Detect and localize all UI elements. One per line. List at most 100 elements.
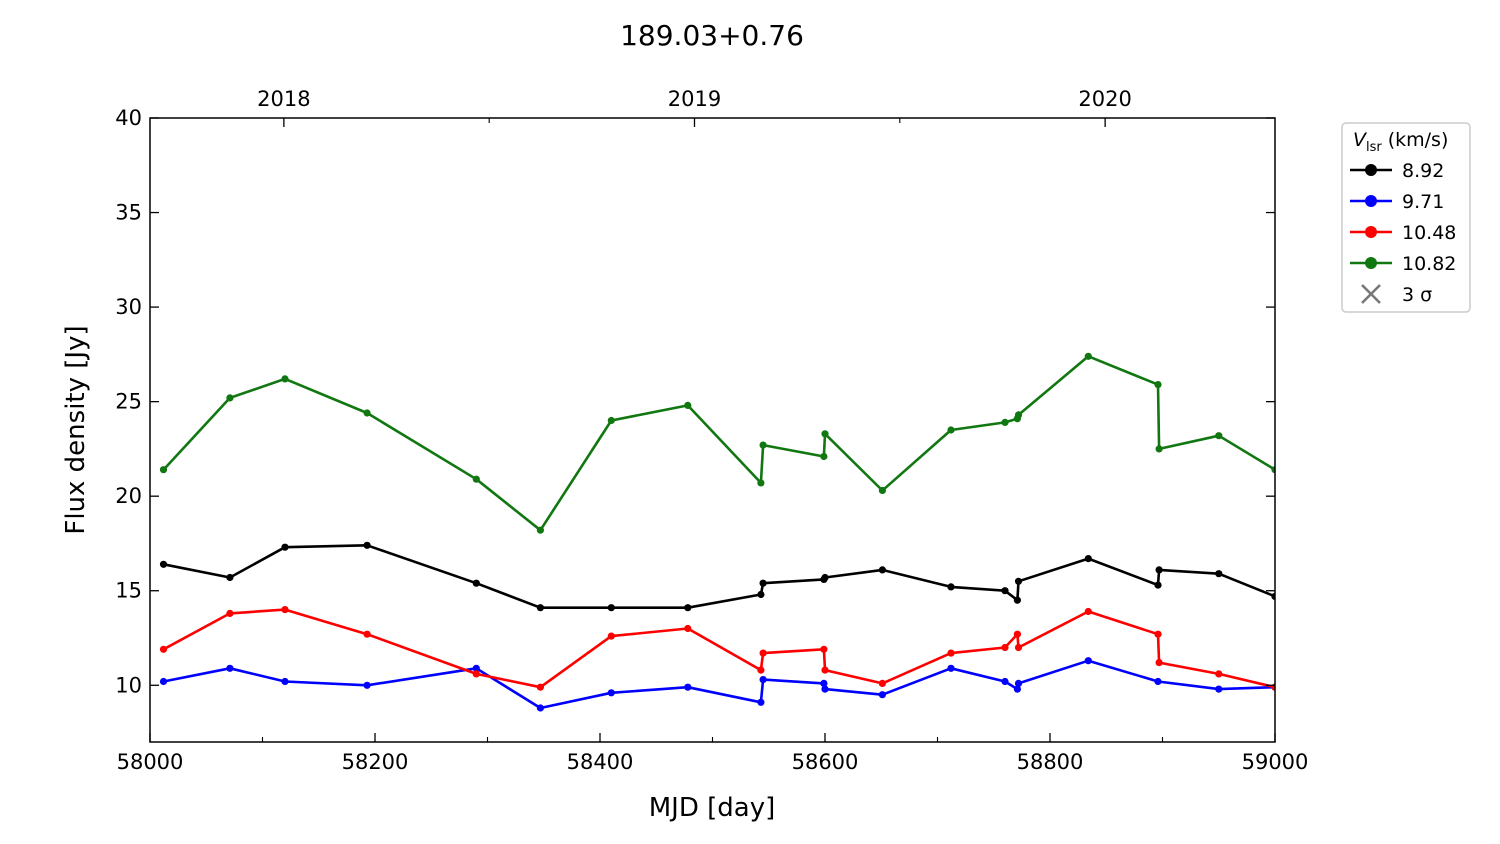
data-point	[759, 579, 767, 587]
data-point	[821, 685, 829, 693]
data-point	[684, 683, 692, 691]
data-point	[1014, 411, 1023, 419]
data-point	[821, 430, 829, 438]
data-point	[878, 486, 887, 495]
series-9.71	[159, 657, 1275, 712]
legend-label: 8.92	[1402, 160, 1444, 182]
data-point	[607, 604, 615, 612]
data-point	[472, 670, 480, 678]
data-point	[1215, 670, 1223, 678]
data-point	[1014, 577, 1023, 585]
data-point	[1001, 418, 1009, 426]
data-point	[1271, 592, 1275, 600]
legend-title-subscript: lsr	[1366, 140, 1382, 155]
data-point	[281, 543, 289, 551]
data-point	[757, 666, 765, 674]
data-point	[1013, 630, 1022, 638]
data-point	[363, 409, 371, 417]
series-10.48	[159, 606, 1275, 691]
data-point	[878, 679, 887, 688]
data-point	[1001, 587, 1009, 595]
y-tick-label: 10	[115, 673, 142, 697]
series-line-10.48	[162, 608, 1275, 689]
y-tick-label: 25	[115, 390, 142, 414]
data-point	[820, 645, 828, 653]
legend-label: 9.71	[1402, 191, 1444, 213]
legend-label: 10.82	[1402, 253, 1456, 275]
data-point	[684, 401, 692, 409]
data-point	[759, 649, 767, 657]
data-point	[757, 590, 765, 599]
x-tick-label: 59000	[1242, 750, 1309, 774]
cross-marker-icon	[1361, 284, 1381, 304]
data-point	[1215, 432, 1223, 440]
chart-title: 189.03+0.76	[620, 19, 804, 52]
y-tick-label: 15	[115, 579, 142, 603]
data-point	[472, 475, 480, 483]
data-point	[878, 691, 887, 699]
data-point	[607, 416, 615, 425]
data-point	[1014, 679, 1023, 688]
data-point	[363, 681, 371, 689]
data-point	[1013, 596, 1022, 604]
legend-title-symbol: V	[1353, 129, 1368, 151]
data-point	[759, 676, 767, 684]
data-point	[947, 426, 955, 434]
data-point	[1013, 685, 1022, 693]
y-tick-label: 30	[115, 295, 142, 319]
data-point	[878, 566, 887, 574]
data-point	[821, 573, 829, 582]
data-point	[1014, 643, 1023, 652]
data-point	[1154, 381, 1162, 389]
data-point	[821, 666, 829, 674]
data-point	[820, 452, 828, 461]
data-point	[536, 704, 545, 712]
data-point	[1215, 685, 1223, 693]
legend-entry-10.48: 10.48	[1350, 222, 1456, 244]
data-point	[607, 632, 615, 640]
legend-title: Vlsr (km/s)	[1353, 129, 1448, 155]
legend-label-3-sigma: 3 σ	[1402, 284, 1432, 306]
data-point	[281, 375, 289, 383]
legend-marker	[1365, 257, 1377, 269]
data-point	[226, 609, 234, 618]
data-point	[947, 583, 955, 591]
top-tick-label: 2019	[668, 87, 721, 111]
data-point	[159, 560, 168, 568]
x-tick-label: 58400	[567, 750, 634, 774]
data-point	[684, 604, 692, 612]
legend-label: 10.48	[1402, 222, 1456, 244]
data-point	[757, 698, 765, 706]
data-point	[1154, 581, 1162, 589]
data-point	[363, 541, 371, 549]
axes-layer: 58000 58200 58400 58600 58800 59000 10 15 20 25 30…	[115, 87, 1308, 774]
data-point	[1215, 570, 1223, 578]
legend-marker	[1365, 226, 1377, 238]
legend-entry-8.92: 8.92	[1350, 160, 1444, 182]
data-point	[684, 624, 692, 633]
data-point	[226, 664, 234, 672]
data-point	[607, 689, 615, 697]
data-point	[1001, 643, 1009, 652]
legend-marker	[1365, 195, 1377, 207]
data-point	[536, 526, 545, 534]
legend-marker	[1365, 164, 1377, 176]
data-point	[1084, 555, 1092, 563]
data-point	[1155, 566, 1163, 574]
data-point	[1154, 630, 1162, 638]
data-point	[226, 394, 234, 402]
x-tick-label: 58600	[792, 750, 859, 774]
data-point	[1271, 466, 1275, 474]
data-point	[757, 479, 765, 487]
legend-entry-3-sigma: 3 σ	[1361, 284, 1432, 306]
data-point	[472, 579, 480, 587]
y-tick-label: 35	[115, 201, 142, 225]
data-point	[159, 466, 168, 474]
data-point	[281, 677, 289, 686]
legend-entry-10.82: 10.82	[1350, 253, 1456, 275]
top-tick-label: 2020	[1078, 87, 1131, 111]
data-point	[1084, 607, 1092, 616]
data-point	[1154, 677, 1162, 686]
x-tick-label: 58200	[342, 750, 409, 774]
